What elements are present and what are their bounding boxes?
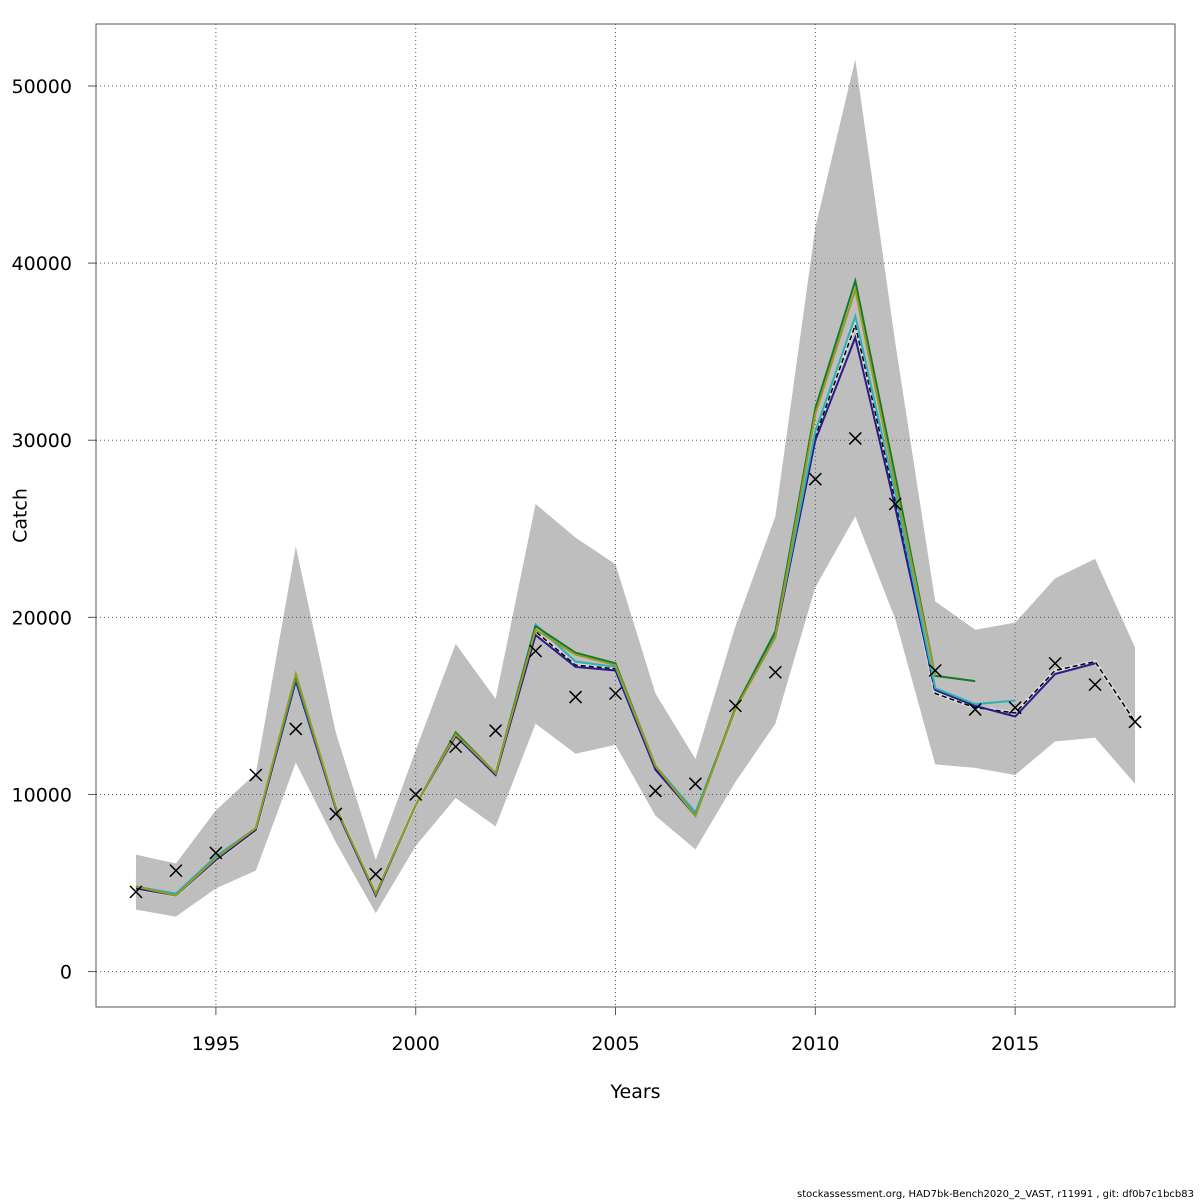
y-tick-label: 40000 [12,253,72,275]
confidence-band-layer [135,59,1136,917]
observed-point [1008,701,1022,715]
observed-point [289,722,303,736]
y-tick-label: 50000 [12,76,72,98]
observed-point [768,665,782,679]
observed-point [209,846,223,860]
observed-point-stroke [209,846,223,860]
observed-point [169,864,183,878]
y-tick-label: 0 [60,962,72,984]
observed-point [648,784,663,798]
observed-point-stroke [449,740,463,754]
observed-point [409,787,423,801]
observed-point-stroke [529,644,543,658]
series-line-4 [135,285,937,897]
observed-point [569,690,583,704]
x-axis-ticks: 1995 2000 2005 2010 2015 [192,1007,1039,1055]
observed-point-stroke [888,497,902,511]
x-tick-label: 2010 [791,1033,839,1055]
x-tick-label: 2000 [392,1033,440,1055]
observed-point-stroke [728,699,742,713]
confidence-band [135,59,1136,917]
y-tick-label: 20000 [12,607,72,629]
x-tick-label: 2005 [591,1033,639,1055]
observed-point [369,867,383,881]
observed-point-stroke [968,702,982,716]
y-tick-label: 30000 [12,430,72,452]
observed-point [888,497,902,511]
observed-point [928,663,942,678]
observed-point-stroke [409,787,423,801]
x-tick-label: 1995 [192,1033,240,1055]
observed-point [129,885,143,899]
observed-points-layer [129,431,1142,899]
observed-point [489,724,503,738]
series-layer [135,276,1137,898]
observed-point-stroke [1048,656,1062,670]
observed-point [1128,715,1142,729]
observed-point-stroke [848,431,862,445]
observed-point [968,702,982,716]
x-axis-title: Years [609,1081,660,1103]
observed-point-stroke [1008,701,1022,715]
observed-point [608,686,623,701]
y-tick-label: 10000 [12,784,72,806]
observed-point-stroke [1088,678,1102,692]
observed-point-stroke [329,807,343,821]
x-tick-label: 2015 [991,1033,1039,1055]
observed-point-stroke [169,864,183,878]
footer-caption: stockassessment.org, HAD7bk-Bench2020_2_… [797,1189,1194,1200]
observed-point-stroke [289,722,303,736]
observed-point-stroke [569,690,583,704]
observed-point [529,644,543,658]
y-axis-title: Catch [10,488,32,543]
plot-frame [95,23,1176,1008]
observed-point [1048,656,1062,670]
observed-point-stroke [688,777,702,791]
observed-point-stroke [1128,715,1142,729]
observed-point-stroke [608,686,623,701]
observed-point-stroke [648,784,663,798]
observed-point [249,768,263,782]
observed-point-stroke [369,867,383,881]
observed-point-stroke [489,724,503,738]
observed-point [848,431,862,445]
observed-point [808,472,822,486]
observed-point-stroke [928,663,942,678]
observed-point [688,777,702,791]
observed-point [449,740,463,754]
observed-point [728,699,742,713]
observed-point-stroke [249,768,263,782]
observed-point-stroke [129,885,143,899]
observed-point [1088,678,1102,692]
y-axis-ticks: 0 10000 20000 30000 40000 50000 [12,76,96,984]
observed-point-stroke [768,665,782,679]
observed-point-stroke [808,472,822,486]
observed-point [329,807,343,821]
